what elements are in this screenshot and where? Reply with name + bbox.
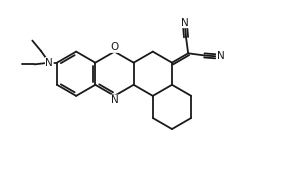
Text: O: O [110, 42, 119, 52]
Text: N: N [181, 18, 189, 28]
Text: N: N [110, 95, 119, 105]
Text: N: N [217, 51, 224, 61]
Text: N: N [45, 58, 53, 68]
